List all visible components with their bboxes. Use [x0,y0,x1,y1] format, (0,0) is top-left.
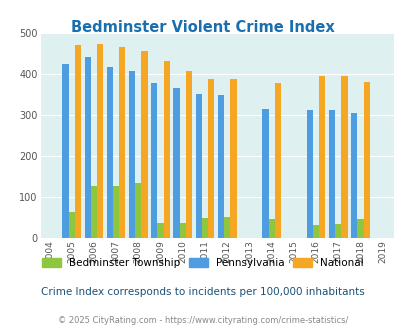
Bar [107,67,113,238]
Bar [312,225,318,238]
Legend: Bedminster Township, Pennsylvania, National: Bedminster Township, Pennsylvania, Natio… [42,258,363,268]
Bar [97,44,103,238]
Bar [350,113,356,238]
Bar [363,82,369,238]
Bar [318,76,324,238]
Bar [335,224,341,238]
Bar [157,223,163,238]
Bar [201,217,208,238]
Bar [268,219,274,238]
Bar [208,79,214,238]
Bar [274,83,280,238]
Bar [151,83,157,238]
Bar [91,186,97,238]
Bar [356,219,363,238]
Bar [328,110,335,238]
Bar [341,76,347,238]
Bar [163,61,169,238]
Bar [129,71,135,238]
Bar [135,183,141,238]
Bar [119,47,125,238]
Bar [62,64,68,238]
Bar [306,110,312,238]
Text: Crime Index corresponds to incidents per 100,000 inhabitants: Crime Index corresponds to incidents per… [41,287,364,297]
Bar [84,57,91,238]
Bar [195,94,201,238]
Bar [173,88,179,238]
Text: © 2025 CityRating.com - https://www.cityrating.com/crime-statistics/: © 2025 CityRating.com - https://www.city… [58,315,347,325]
Bar [217,95,224,238]
Bar [113,186,119,238]
Bar [68,212,75,238]
Bar [224,217,230,238]
Bar [179,223,185,238]
Bar [141,51,147,238]
Bar [75,45,81,238]
Bar [262,109,268,238]
Text: Bedminster Violent Crime Index: Bedminster Violent Crime Index [71,20,334,35]
Bar [185,72,192,238]
Bar [230,79,236,238]
